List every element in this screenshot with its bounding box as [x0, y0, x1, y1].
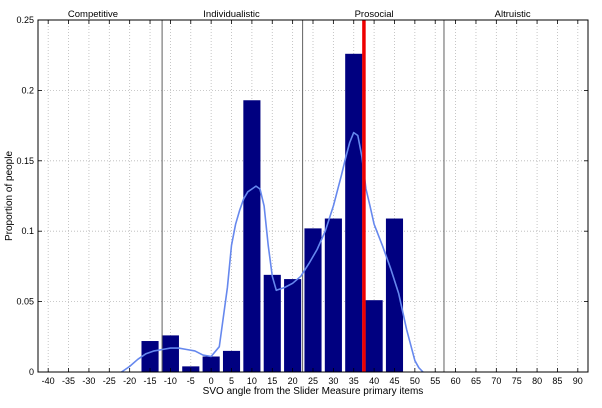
x-tick-label: -5: [187, 376, 195, 386]
bar: [324, 218, 342, 372]
y-tick-label: 0: [29, 367, 34, 377]
x-tick-label: 90: [573, 376, 583, 386]
y-axis-label: Proportion of people: [4, 151, 15, 242]
bar: [161, 335, 179, 372]
x-tick-label: 50: [410, 376, 420, 386]
x-tick-label: -20: [123, 376, 136, 386]
x-tick-label: 65: [471, 376, 481, 386]
x-tick-label: -30: [82, 376, 95, 386]
density-layer: [121, 131, 424, 373]
bar: [365, 300, 383, 372]
x-tick-label: 0: [209, 376, 214, 386]
x-tick-label: -25: [103, 376, 116, 386]
y-tick-label: 0.05: [16, 297, 34, 307]
x-tick-label: 15: [267, 376, 277, 386]
x-tick-label: 40: [369, 376, 379, 386]
x-tick-label: -35: [62, 376, 75, 386]
region-label: Altruistic: [495, 9, 531, 20]
bar: [345, 53, 363, 373]
y-axis-ticks: 0 0.05 0.1 0.15 0.2 0.25: [16, 15, 588, 377]
y-tick-label: 0.15: [16, 156, 34, 166]
bar: [222, 350, 241, 372]
y-tick-label: 0.2: [21, 85, 34, 95]
x-tick-label: 25: [308, 376, 318, 386]
y-tick-label: 0.25: [16, 15, 34, 25]
y-tick-label: 0.1: [21, 226, 34, 236]
x-tick-label: 35: [349, 376, 359, 386]
x-tick-label: 85: [552, 376, 562, 386]
region-labels: Competitive Individualistic Prosocial Altru…: [68, 9, 531, 20]
bar: [385, 218, 404, 372]
density-curve: [121, 131, 424, 373]
category-boundaries: [161, 20, 445, 372]
bar: [304, 228, 322, 372]
x-tick-label: 10: [247, 376, 257, 386]
x-tick-label: 75: [512, 376, 522, 386]
x-tick-label: -15: [144, 376, 157, 386]
x-tick-label: 60: [451, 376, 461, 386]
x-axis-label: SVO angle from the Slider Measure primar…: [203, 386, 424, 397]
bar: [263, 274, 281, 372]
x-tick-label: 55: [430, 376, 440, 386]
x-tick-label: 45: [389, 376, 399, 386]
x-tick-label: 5: [229, 376, 234, 386]
region-label: Competitive: [68, 9, 118, 20]
bar: [202, 356, 220, 372]
x-tick-label: 70: [491, 376, 501, 386]
x-axis-ticks: -40 -35 -30 -25 -20 -15 -10 -5 0 5 10 15 20 25 30 35 40 4…: [42, 20, 583, 386]
region-label: Individualistic: [203, 9, 260, 20]
bar: [141, 341, 159, 372]
x-tick-label: 30: [328, 376, 338, 386]
bar: [284, 279, 302, 372]
bar: [243, 100, 261, 373]
region-label: Prosocial: [355, 9, 394, 20]
x-tick-label: -10: [164, 376, 177, 386]
x-tick-label: -40: [42, 376, 55, 386]
x-tick-label: 80: [532, 376, 542, 386]
x-tick-label: 20: [288, 376, 298, 386]
